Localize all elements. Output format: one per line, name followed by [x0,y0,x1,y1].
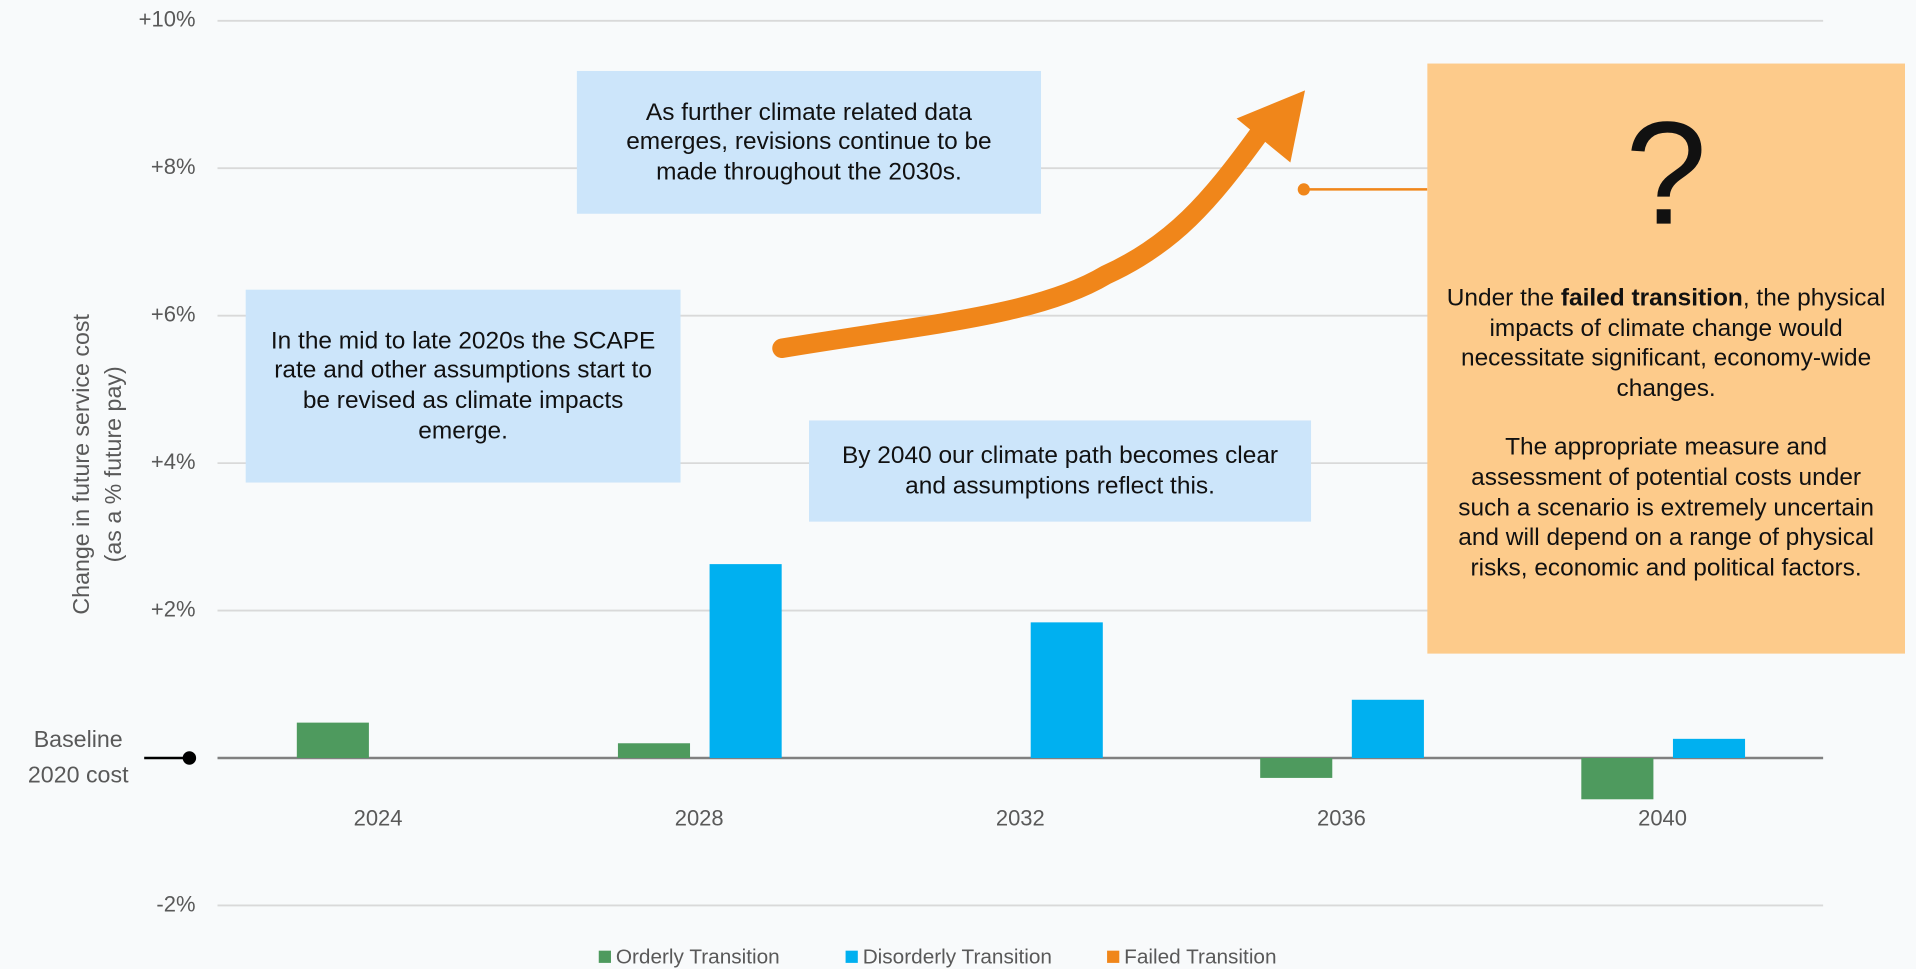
legend-label: Orderly Transition [616,945,780,968]
y-tick-label: +6% [151,301,196,326]
x-tick-label: 2040 [1638,806,1687,831]
y-tick-label: +4% [151,449,196,474]
annotation: By 2040 our climate path becomes clear a… [808,420,1312,522]
failed-note: ? Under the failed transition, the physi… [1427,63,1906,654]
note-paragraph: Under the failed transition, the physica… [1444,283,1888,403]
baseline-label: 2020 cost [28,761,129,787]
annotation-box: By 2040 our climate path becomes clear a… [808,420,1312,522]
arrow-head [1236,90,1306,163]
y-axis-title: Change in future service cost [68,314,94,615]
x-tick-label: 2036 [1317,806,1366,831]
x-tick-label: 2032 [996,806,1045,831]
y-tick-label: +2% [151,596,196,621]
bar [617,743,691,759]
bar [1581,758,1654,800]
y-tick-label: -2% [156,891,195,916]
trend-arrow [772,124,1269,359]
legend-swatch [845,950,858,963]
bar [1672,738,1746,759]
note-bold: failed transition [1560,284,1743,312]
note-text: Under the [1446,284,1561,312]
note-text: , the physical impacts of climate change… [1460,284,1886,402]
x-tick-label: 2028 [675,806,724,831]
legend-label: Disorderly Transition [863,945,1052,968]
bar [1030,622,1103,759]
bar [1260,758,1333,778]
note-paragraph: The appropriate measure and assessment o… [1458,434,1874,582]
bar [709,564,782,759]
y-tick-label: +10% [139,7,196,32]
annotation: As further climate related data emerges,… [576,70,1042,214]
bar [296,722,369,759]
bar [1351,699,1424,759]
y-axis-title: (as a % future pay) [100,366,126,562]
annotation-box: As further climate related data emerges,… [576,70,1042,214]
legend-swatch [598,950,611,963]
legend-label: Failed Transition [1124,945,1276,968]
question-mark: ? [1625,91,1707,256]
annotation-box: In the mid to late 2020s the SCAPE rate … [245,289,681,483]
baseline-label: Baseline [34,726,123,752]
y-tick-label: +8% [151,154,196,179]
annotation: In the mid to late 2020s the SCAPE rate … [245,289,681,483]
failed-note-box: ? Under the failed transition, the physi… [1427,63,1906,654]
legend-swatch [1107,950,1120,963]
connector-dot [1297,183,1310,196]
x-tick-label: 2024 [354,806,403,831]
baseline-dot [182,751,197,765]
